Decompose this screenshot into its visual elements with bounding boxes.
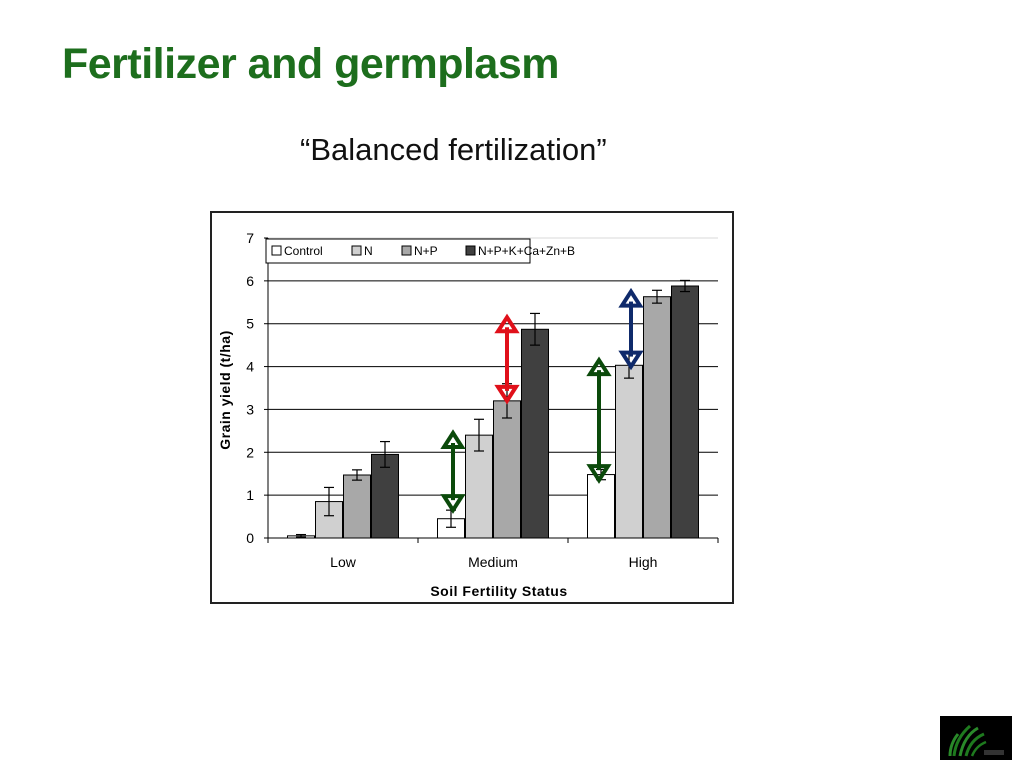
arrow-head <box>440 429 466 449</box>
y-tick-label: 4 <box>246 359 254 375</box>
legend-label: Control <box>284 244 323 258</box>
arrow-head <box>586 356 612 377</box>
arrow-head <box>618 287 644 308</box>
bar <box>615 364 643 539</box>
bar <box>643 296 671 539</box>
x-tick-label: High <box>629 554 658 570</box>
legend <box>265 238 531 264</box>
arrow-head <box>618 350 644 371</box>
y-tick-label: 6 <box>246 273 254 289</box>
legend-label: N+P <box>414 244 438 258</box>
bar <box>465 434 493 539</box>
bar <box>343 474 371 539</box>
arrow-head <box>586 464 612 484</box>
legend-swatch <box>401 245 412 256</box>
slide-subtitle: “Balanced fertilization” <box>300 132 607 167</box>
x-axis-title: Soil Fertility Status <box>430 583 567 599</box>
arrow-head <box>494 313 520 334</box>
slide-title: Fertilizer and germplasm <box>62 40 560 88</box>
y-tick-label: 1 <box>246 487 254 503</box>
bar <box>371 453 399 539</box>
bar <box>587 474 615 539</box>
legend-swatch <box>271 245 282 256</box>
legend-label: N <box>364 244 373 258</box>
bar <box>493 400 521 539</box>
y-tick-label: 3 <box>246 401 254 417</box>
legend-swatch <box>465 245 476 256</box>
arrow-head <box>494 384 520 405</box>
y-tick-label: 5 <box>246 316 254 332</box>
rice-plant-logo-icon <box>940 716 1012 760</box>
y-tick-label: 0 <box>246 530 254 546</box>
bar <box>521 328 549 539</box>
x-tick-label: Low <box>330 554 357 570</box>
legend-label: N+P+K+Ca+Zn+B <box>478 244 575 258</box>
arrow-head <box>440 494 466 514</box>
y-tick-label: 7 <box>246 230 254 246</box>
x-tick-label: Medium <box>468 554 518 570</box>
legend-swatch <box>351 245 362 256</box>
chart-frame: 0 1 2 3 4 5 6 7 Low Medium High Soil Fertility Stat… <box>210 211 734 604</box>
bar-chart: 0 1 2 3 4 5 6 7 Low Medium High Soil Fertility Stat… <box>217 230 719 599</box>
y-axis-title: Grain yield (t/ha) <box>217 330 233 449</box>
bar <box>671 285 699 539</box>
y-tick-label: 2 <box>246 444 254 460</box>
